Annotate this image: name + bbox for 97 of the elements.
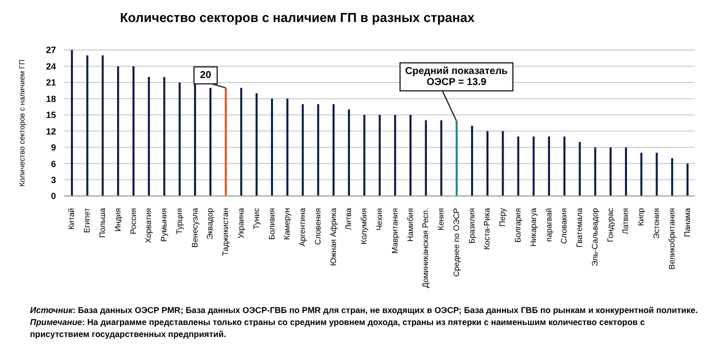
- y-tick-label: 0: [50, 191, 56, 202]
- x-tick-label: Хорватия: [144, 208, 154, 244]
- x-tick-label: Кипр: [636, 207, 646, 226]
- x-tick-label: Египет: [82, 208, 92, 233]
- x-tick-label: Чехия: [375, 208, 384, 230]
- x-tick-label: Камерун: [282, 208, 292, 240]
- bar: [348, 109, 350, 196]
- x-tick-label: Эстония: [652, 208, 662, 239]
- x-tick-label: Среднее по ОЭСР: [452, 208, 461, 277]
- bar: [578, 142, 581, 196]
- bar: [532, 136, 535, 196]
- x-tick-label: Гондурас: [606, 208, 615, 242]
- x-tick-label: Кения: [436, 208, 446, 230]
- x-tick-label: Литва: [344, 207, 354, 230]
- bar: [378, 114, 381, 196]
- text: Источник: База данных ОЭСР PMR; База данных ОЭСР-ГВБ по PMR для стран, не входящих в ОЭСР; База данных ГВБ по рынкам и конкурентной политике.: [30, 305, 698, 315]
- bar: [410, 114, 412, 196]
- bar: [394, 114, 396, 196]
- bar: [302, 104, 304, 196]
- x-tick-label: Аргентина: [298, 207, 308, 246]
- y-tick-label: 18: [46, 94, 56, 104]
- bar: [178, 82, 181, 196]
- bar: [240, 88, 242, 196]
- x-tick-label: Турция: [174, 208, 184, 234]
- bar: [686, 164, 689, 196]
- bar: [671, 158, 674, 196]
- annotation: 20: [200, 70, 212, 81]
- x-tick-label: Коста-Рика: [482, 207, 492, 250]
- bar: [86, 55, 88, 196]
- y-tick-label: 9: [50, 142, 56, 153]
- x-tick-label: Тунис: [252, 208, 261, 230]
- x-tick-label: Латвия: [621, 208, 630, 234]
- bar: [317, 104, 320, 196]
- x-tick-label: Румыния: [160, 208, 169, 242]
- x-tick-label: Намибия: [406, 208, 415, 242]
- bar: [517, 136, 520, 196]
- bar: [332, 104, 335, 196]
- bar: [271, 98, 273, 196]
- bar: [563, 136, 566, 196]
- x-tick-label: Болгария: [514, 208, 523, 243]
- bar: [502, 131, 504, 196]
- bar: [194, 82, 196, 196]
- x-tick-label: Бразилия: [467, 208, 476, 244]
- bar: [656, 152, 658, 196]
- bar: [286, 98, 288, 196]
- text: Примечание: На диаграмме представлены только страны со средним уровнем дохода, страны из пятерки с наименьшим количество секторов с присутствием государственных предприятий.: [30, 317, 645, 339]
- bar: [256, 93, 258, 196]
- bar: [640, 152, 642, 196]
- x-tick-label: Панама: [682, 207, 692, 238]
- bar: [148, 77, 150, 196]
- chart-title: Количество секторов с наличием ГП в разных странах: [120, 10, 476, 27]
- x-tick-label: Эль-Сальвадор: [590, 207, 600, 266]
- y-tick-label: 21: [46, 78, 56, 88]
- bar: [117, 66, 120, 196]
- x-tick-label: Таджикистан: [221, 208, 230, 256]
- x-tick-label: Украина: [236, 207, 246, 238]
- x-tick-label: Китай: [67, 208, 76, 230]
- x-tick-label: Доминиканская Респ.: [421, 208, 430, 288]
- x-tick-label: Никарагуа: [528, 207, 538, 247]
- bar: [163, 77, 166, 196]
- x-tick-label: Словения: [313, 208, 322, 245]
- bar: [471, 126, 474, 196]
- x-tick-label: Мавритания: [390, 208, 400, 254]
- bar: [440, 120, 442, 196]
- x-tick-label: Гватемала: [575, 207, 584, 248]
- y-tick-label: 27: [46, 45, 56, 56]
- x-tick-label: парагвай: [544, 208, 554, 242]
- bar: [102, 55, 104, 196]
- bar: [456, 120, 458, 196]
- bar: [424, 120, 427, 196]
- bar: [209, 88, 212, 196]
- bar: [624, 147, 627, 196]
- x-tick-label: Россия: [128, 208, 138, 234]
- x-tick-label: Перу: [498, 208, 508, 227]
- bar: [486, 131, 488, 196]
- bar: [70, 50, 73, 196]
- x-tick-label: Польша: [98, 207, 107, 238]
- bar: [363, 114, 366, 196]
- x-tick-label: Словакия: [560, 208, 569, 244]
- bar: [594, 147, 596, 196]
- bar: [224, 88, 227, 196]
- y-tick-label: 3: [50, 174, 56, 185]
- y-tick-label: 24: [46, 61, 56, 72]
- annotation: Средний показатель ОЭСР = 13.9: [405, 66, 508, 88]
- x-tick-label: Колумбия: [360, 208, 369, 244]
- x-tick-label: Эквадор: [206, 207, 215, 240]
- bar: [132, 66, 134, 196]
- bar: [548, 136, 550, 196]
- x-tick-label: Индия: [113, 208, 122, 232]
- x-tick-label: Великобритания: [667, 208, 676, 270]
- y-tick-label: 15: [46, 110, 56, 120]
- y-tick-label: 6: [50, 158, 56, 169]
- y-tick-label: 12: [46, 126, 56, 136]
- x-tick-label: Южная Африка: [328, 207, 338, 266]
- x-tick-label: Венесуэла: [190, 207, 200, 248]
- bar: [610, 147, 612, 196]
- x-tick-label: Боливия: [267, 208, 276, 240]
